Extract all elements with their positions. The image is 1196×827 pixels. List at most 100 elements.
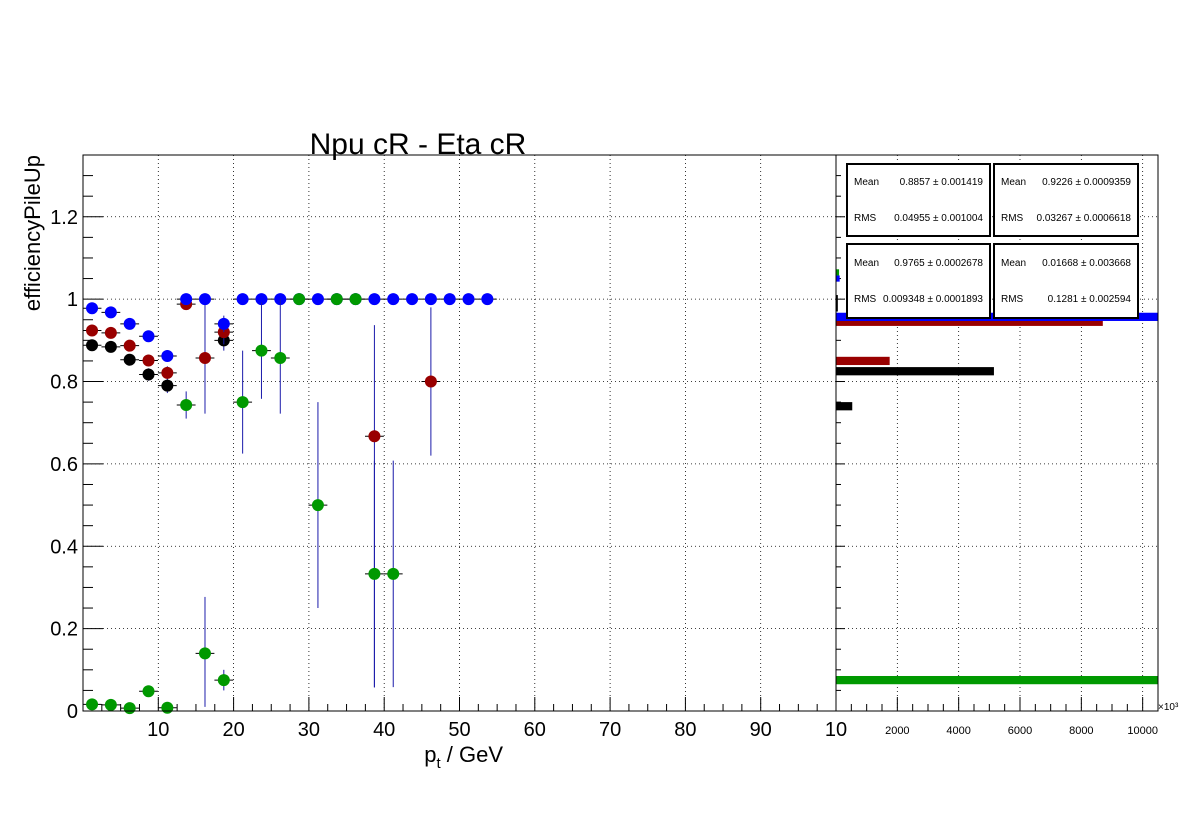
data-point <box>142 330 155 343</box>
x-tick-label: 30 <box>298 719 320 741</box>
data-point <box>104 698 117 711</box>
data-point <box>86 698 99 711</box>
data-points <box>82 293 497 715</box>
data-point <box>123 702 136 715</box>
data-point <box>123 339 136 352</box>
data-point <box>255 344 268 357</box>
y-axis-label: efficiencyPileUp <box>20 155 45 311</box>
stat-mean-value: 0.8857 ± 0.001419 <box>899 177 983 188</box>
projection-bars <box>836 269 1158 685</box>
data-point <box>161 701 174 714</box>
data-point <box>424 375 437 388</box>
data-point <box>123 353 136 366</box>
data-point <box>104 306 117 319</box>
stat-rms-label: RMS <box>1001 294 1024 305</box>
projection-bar <box>836 402 853 411</box>
x-tick-label: 10 <box>825 719 847 741</box>
data-point <box>180 398 193 411</box>
y-tick-label: 0 <box>67 701 78 723</box>
data-point <box>368 567 381 580</box>
x-tick-label: 40 <box>373 719 395 741</box>
x-tick-label: 70 <box>599 719 621 741</box>
data-point <box>198 293 211 306</box>
x-tick-label: 90 <box>750 719 772 741</box>
stat-mean-label: Mean <box>1001 258 1027 269</box>
x-tick-label: 50 <box>448 719 470 741</box>
stat-rms-value: 0.1281 ± 0.002594 <box>1047 294 1131 305</box>
data-point <box>180 293 193 306</box>
data-point <box>236 396 249 409</box>
stat-rms-label: RMS <box>854 294 877 305</box>
data-point <box>274 352 287 365</box>
data-point <box>86 339 99 352</box>
stat-rms-value: 0.03267 ± 0.0006618 <box>1036 213 1131 224</box>
stats-box-black: Mean 0.8857 ± 0.001419 RMS 0.04955 ± 0.001… <box>846 163 991 237</box>
data-point <box>198 647 211 660</box>
stats-box-green: Mean 0.01668 ± 0.003668 RMS 0.1281 ± 0.002… <box>993 243 1139 319</box>
side-axis-ticks: 2000 4000 6000 8000 10000 <box>836 175 1158 737</box>
stat-rms-label: RMS <box>1001 213 1024 224</box>
side-x-tick-label: 10000 <box>1127 725 1158 737</box>
y-tick-label: 0.2 <box>50 619 78 641</box>
y-tick-label: 0.8 <box>50 372 78 394</box>
stat-mean-value: 0.9765 ± 0.0002678 <box>894 258 983 269</box>
y-tick-label: 1 <box>67 289 78 311</box>
data-point <box>406 293 419 306</box>
side-x-tick-label: 6000 <box>1008 725 1032 737</box>
data-point <box>217 317 230 330</box>
stat-mean-label: Mean <box>854 258 880 269</box>
side-frame <box>835 154 1159 712</box>
data-point <box>255 293 268 306</box>
data-point <box>368 430 381 443</box>
stat-mean-label: Mean <box>1001 177 1027 188</box>
data-point <box>104 340 117 353</box>
data-point <box>123 317 136 330</box>
x-tick-label: 10 <box>147 719 169 741</box>
data-point <box>349 293 362 306</box>
y-tick-label: 0.4 <box>50 536 78 558</box>
projection-bar <box>836 275 840 282</box>
stats-box-red: Mean 0.9226 ± 0.0009359 RMS 0.03267 ± 0.00… <box>993 163 1139 237</box>
data-point <box>443 293 456 306</box>
stat-rms-value: 0.04955 ± 0.001004 <box>894 213 983 224</box>
stat-rms-value: 0.009348 ± 0.0001893 <box>882 294 983 305</box>
data-point <box>293 293 306 306</box>
x-tick-label: 20 <box>222 719 244 741</box>
projection-bar <box>836 295 838 312</box>
data-point <box>161 379 174 392</box>
projection-bar <box>836 269 840 276</box>
projection-bar <box>836 367 994 376</box>
side-axis-exponent: ×10³ <box>1158 702 1179 713</box>
data-point <box>104 326 117 339</box>
y-tick-label: 0.6 <box>50 454 78 476</box>
stats-box-blue: Mean 0.9765 ± 0.0002678 RMS 0.009348 ± 0.0… <box>846 243 991 319</box>
side-grid <box>836 155 1158 712</box>
stat-mean-label: Mean <box>854 177 880 188</box>
data-point <box>424 293 437 306</box>
data-point <box>198 352 211 365</box>
data-point <box>142 368 155 381</box>
data-point <box>387 293 400 306</box>
side-x-tick-label: 4000 <box>946 725 970 737</box>
x-tick-label: 60 <box>524 719 546 741</box>
data-point <box>217 674 230 687</box>
projection-bar <box>836 317 1103 326</box>
x-axis-label: pt / GeV <box>424 742 503 772</box>
data-point <box>330 293 343 306</box>
data-point <box>311 499 324 512</box>
data-point <box>161 349 174 362</box>
data-point <box>481 293 494 306</box>
data-point <box>368 293 381 306</box>
main-grid <box>83 155 836 711</box>
stat-mean-value: 0.9226 ± 0.0009359 <box>1042 177 1131 188</box>
data-point <box>311 293 324 306</box>
data-point <box>86 302 99 315</box>
stat-rms-label: RMS <box>854 213 877 224</box>
projection-bar <box>836 356 890 366</box>
data-point <box>142 354 155 367</box>
data-point <box>86 324 99 337</box>
side-x-tick-label: 8000 <box>1069 725 1093 737</box>
y-tick-label: 1.2 <box>50 207 78 229</box>
